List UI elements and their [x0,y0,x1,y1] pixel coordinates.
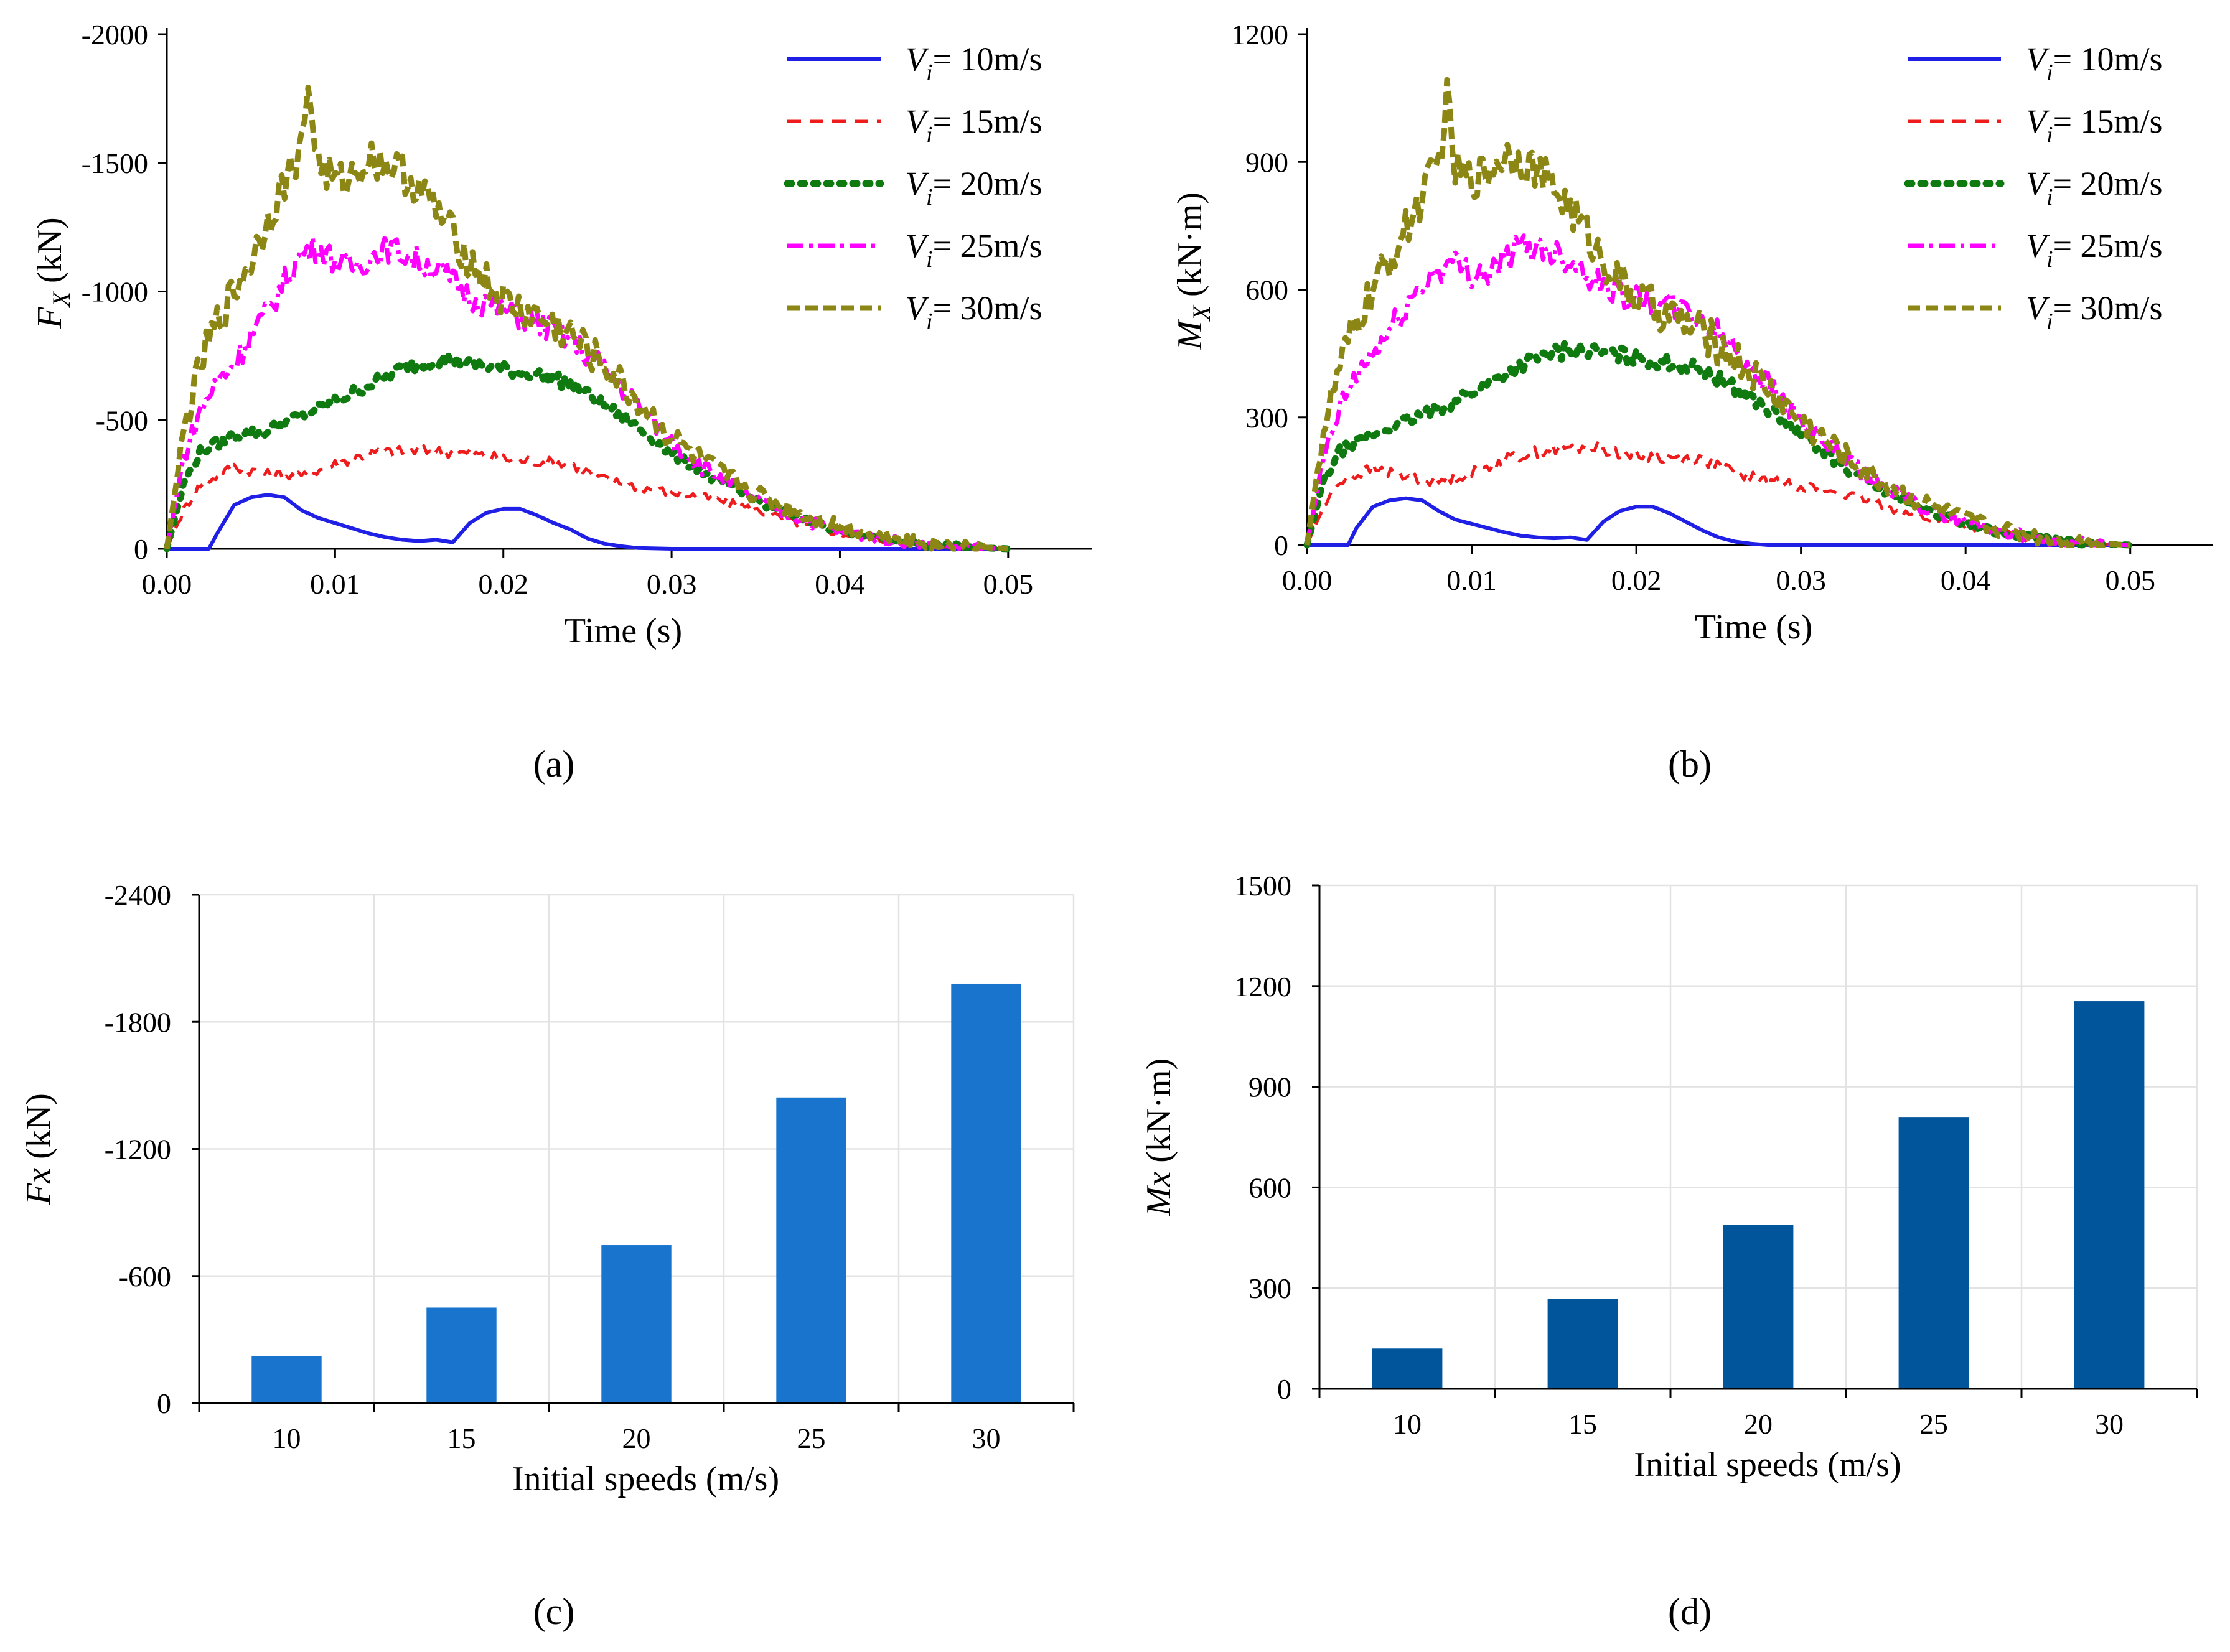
panel-caption: (a) [533,744,575,785]
y-tick-label: 0 [157,1388,171,1419]
y-tick-label: -600 [119,1261,171,1292]
series-line-30 [1304,77,2130,548]
series-line-20 [1303,340,2134,549]
x-axis-label: Time (s) [565,612,682,650]
panel-caption: (c) [533,1591,575,1632]
y-tick-label: -1500 [82,147,148,179]
bar-20 [1723,1225,1794,1389]
y-axis-label: MX (kN·m) [1171,192,1216,350]
panel-b-line-chart: 0.00 0.01 0.02 0.03 0.04 0.05 0 300 600 900 1200 Ti… [1171,19,2213,785]
x-tick-label: 0.05 [983,568,1034,600]
legend-label-15: Vi= 15m/s [2026,103,2163,148]
x-tick-label: 0.01 [310,568,360,600]
bar-30 [2074,1001,2145,1389]
x-tick-label: 0.02 [478,568,528,600]
series-line-20 [163,352,1012,553]
y-tick-label: 600 [1249,1172,1291,1203]
bar-10 [1372,1348,1443,1389]
x-tick-label: 0.00 [142,568,192,600]
bar-15 [426,1307,497,1403]
bar-25 [1898,1117,1969,1389]
legend-label-30: Vi= 30m/s [906,289,1042,335]
y-axis-label: Mx (kN·m) [1140,1058,1178,1216]
y-tick-label: -1200 [105,1134,171,1165]
y-tick-label: 0 [134,533,148,565]
x-tick-label: 0.03 [647,568,697,600]
x-tick-label: 30 [2095,1408,2124,1440]
y-tick-label: -2400 [105,879,171,911]
series-line-10 [1307,496,2130,547]
y-tick-label: -1800 [105,1006,171,1038]
x-tick-label: 30 [972,1422,1001,1454]
legend-label-20: Vi= 20m/s [906,165,1042,210]
x-axis-label: Initial speeds (m/s) [1634,1445,1901,1484]
x-tick-label: 0.03 [1776,564,1826,596]
y-tick-label: 900 [1245,146,1288,178]
panel-caption: (d) [1668,1591,1712,1632]
series-line-30 [164,85,1009,552]
x-tick-label: 10 [1393,1408,1422,1440]
bar-20 [601,1245,672,1403]
y-axis-label: Fx (kN) [19,1093,58,1205]
y-tick-label: 0 [1274,530,1288,561]
x-tick-label: 0.01 [1446,564,1497,596]
bar-10 [251,1356,322,1403]
y-tick-label: 300 [1245,402,1288,434]
x-tick-label: 25 [797,1422,826,1454]
x-tick-label: 15 [1568,1408,1597,1440]
bar-15 [1547,1299,1618,1389]
y-tick-label: 1200 [1234,971,1291,1002]
legend-label-15: Vi= 15m/s [906,103,1042,148]
x-tick-label: 0.04 [815,568,865,600]
x-tick-label: 10 [273,1422,301,1454]
bar-25 [776,1097,846,1403]
legend-label-10: Vi= 10m/s [906,40,1042,86]
series-line-25 [1305,233,2130,548]
y-tick-label: -2000 [82,19,148,50]
x-tick-label: 20 [1744,1408,1773,1440]
y-axis-label: FX (kN) [30,217,75,329]
y-tick-label: 1500 [1234,870,1291,902]
x-tick-label: 20 [622,1422,651,1454]
x-tick-label: 0.00 [1282,564,1333,596]
y-tick-label: 600 [1245,274,1288,306]
y-tick-label: 300 [1249,1272,1291,1304]
series-line-10 [167,493,1008,551]
panel-a-line-chart: 0.00 0.01 0.02 0.03 0.04 0.05 0 -500 -1000 -1500 -… [30,19,1092,785]
legend-label-20: Vi= 20m/s [2026,165,2163,210]
x-axis-label: Time (s) [1695,608,1812,646]
x-tick-label: 15 [447,1422,476,1454]
x-tick-label: 25 [1919,1408,1948,1440]
legend-label-25: Vi= 25m/s [906,227,1042,273]
legend-label-25: Vi= 25m/s [2026,227,2163,273]
panel-d-bar-chart: 0 300 600 900 1200 1500 10 15 20 25 30 Initial spee… [1140,870,2198,1632]
y-tick-label: 1200 [1231,19,1288,50]
y-tick-label: 0 [1277,1373,1291,1405]
panel-c-bar-chart: 0 -600 -1200 -1800 -2400 10 15 20 25 30 Initial sp… [19,879,1075,1632]
bar-30 [951,983,1021,1403]
y-tick-label: -500 [96,404,148,436]
x-tick-label: 0.02 [1611,564,1662,596]
x-tick-label: 0.04 [1941,564,1991,596]
y-tick-label: -1000 [82,276,148,308]
y-tick-label: 900 [1249,1071,1291,1103]
legend-label-10: Vi= 10m/s [2026,40,2163,86]
x-tick-label: 0.05 [2105,564,2155,596]
panel-caption: (b) [1668,744,1712,785]
legend-label-30: Vi= 30m/s [2026,289,2163,335]
x-axis-label: Initial speeds (m/s) [512,1460,779,1498]
